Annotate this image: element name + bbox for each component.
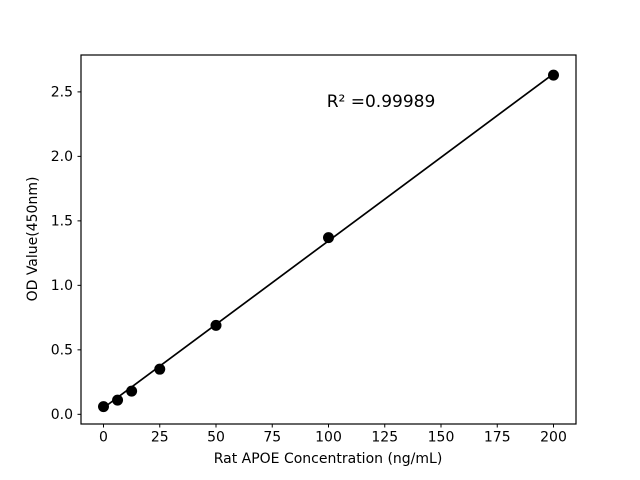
plot-frame — [80, 54, 577, 425]
data-point — [323, 232, 334, 244]
x-axis-label: Rat APOE Concentration (ng/mL) — [213, 451, 443, 467]
y-tick-label: 0.5 — [51, 343, 73, 359]
r-squared-annotation: R² =0.99989 — [326, 92, 436, 112]
y-tick-label: 0.0 — [51, 407, 73, 423]
x-tick-label: 50 — [207, 430, 225, 446]
x-tick-label: 75 — [263, 430, 281, 446]
y-tick-label: 1.5 — [51, 214, 73, 230]
x-tick-label: 25 — [151, 430, 169, 446]
data-point — [154, 363, 166, 375]
y-tick-label: 2.5 — [51, 85, 73, 101]
y-tick-label: 2.0 — [51, 149, 73, 165]
y-tick-label: 1.0 — [51, 278, 73, 294]
data-point — [548, 69, 559, 81]
x-tick-label: 0 — [99, 430, 108, 446]
data-point — [210, 319, 222, 331]
data-point — [112, 394, 124, 406]
x-tick-label: 150 — [428, 430, 455, 446]
x-tick-label: 200 — [540, 430, 567, 446]
y-axis-label: OD Value(450nm) — [25, 176, 41, 302]
x-tick-label: 100 — [315, 430, 342, 446]
data-point — [126, 385, 138, 397]
data-point — [98, 401, 109, 413]
x-tick-label: 175 — [484, 430, 511, 446]
x-tick-label: 125 — [371, 430, 398, 446]
